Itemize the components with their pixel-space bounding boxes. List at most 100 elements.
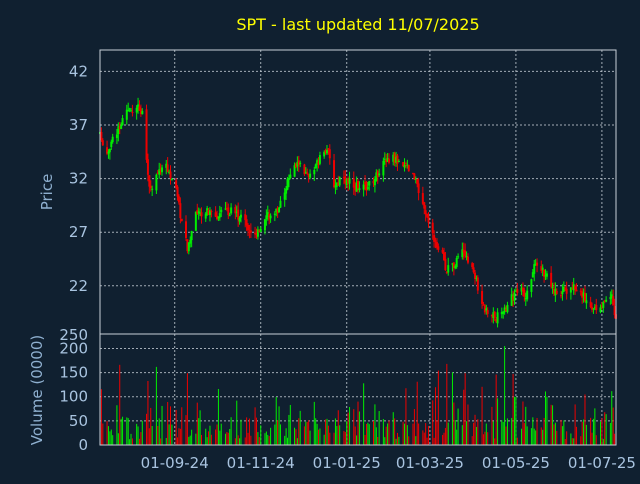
- candle-body: [347, 178, 350, 184]
- candle-body: [388, 158, 391, 163]
- candle-body: [248, 231, 251, 233]
- candle-body: [396, 155, 399, 164]
- candle-body: [108, 148, 111, 153]
- candle-body: [306, 172, 309, 174]
- candle-body: [402, 162, 405, 167]
- candle-body: [512, 296, 515, 301]
- candle-body: [175, 180, 178, 188]
- candle-body: [554, 288, 557, 296]
- candle-body: [502, 311, 505, 314]
- candle-body: [551, 286, 554, 288]
- candle-body: [303, 164, 306, 175]
- volume-axis-label: Volume (0000): [28, 335, 46, 445]
- candle-body: [294, 163, 297, 168]
- candle-body: [475, 277, 478, 280]
- candle-body: [416, 179, 419, 185]
- candle-body: [117, 126, 120, 135]
- candle-body: [496, 312, 499, 324]
- candle-body: [510, 294, 513, 306]
- candle-body: [135, 107, 138, 113]
- candle-body: [234, 207, 237, 214]
- candle-body: [158, 169, 161, 175]
- candle-body: [521, 287, 524, 292]
- candle-body: [335, 182, 338, 187]
- candle-body: [421, 193, 424, 204]
- candle-body: [585, 300, 588, 304]
- candle-body: [443, 252, 445, 261]
- candle-body: [216, 215, 219, 220]
- candle-body: [417, 183, 420, 194]
- candle-body: [490, 315, 493, 317]
- candle-body: [503, 307, 506, 313]
- candle-body: [365, 181, 368, 191]
- price-tick-label: 27: [69, 223, 88, 241]
- candle-body: [218, 213, 221, 218]
- candle-body: [187, 242, 190, 252]
- candle-body: [397, 161, 400, 163]
- price-tick-label: 37: [69, 116, 88, 134]
- candle-body: [263, 219, 266, 231]
- candle-body: [483, 305, 486, 313]
- candle-body: [146, 159, 149, 175]
- candle-body: [603, 300, 606, 302]
- candle-body: [286, 178, 289, 190]
- candle-body: [481, 291, 484, 304]
- candle-body: [265, 215, 268, 219]
- candle-body: [120, 125, 123, 129]
- candle-body: [455, 258, 458, 267]
- candle-body: [591, 306, 594, 310]
- candle-body: [255, 233, 258, 235]
- candle-body: [279, 200, 282, 208]
- candle-body: [524, 298, 527, 300]
- candle-body: [225, 207, 228, 209]
- candle-body: [362, 184, 365, 190]
- candle-body: [121, 118, 124, 126]
- candle-body: [354, 185, 357, 191]
- volume-tick-label: 150: [59, 364, 88, 382]
- candle-body: [572, 284, 575, 291]
- candle-body: [485, 308, 488, 311]
- candle-body: [189, 239, 192, 244]
- candle-body: [495, 319, 498, 322]
- candle-body: [516, 289, 519, 293]
- candle-body: [414, 178, 417, 180]
- candle-body: [317, 161, 320, 165]
- candle-body: [230, 207, 233, 214]
- candle-body: [562, 286, 565, 292]
- candle-body: [375, 172, 378, 181]
- candle-body: [327, 148, 330, 150]
- candle-body: [155, 174, 158, 191]
- candle-body: [404, 163, 407, 165]
- x-tick-label: 01-05-25: [482, 454, 550, 472]
- candle-body: [376, 171, 379, 178]
- candle-body: [593, 306, 596, 308]
- candle-body: [492, 312, 495, 318]
- candle-body: [204, 213, 207, 219]
- candle-body: [609, 297, 612, 299]
- x-tick-label: 01-09-24: [141, 454, 209, 472]
- candle-body: [500, 311, 503, 315]
- candle-body: [318, 155, 321, 164]
- candle-body: [208, 210, 211, 216]
- candle-body: [579, 290, 582, 292]
- x-axis-ticks: 01-09-24 01-11-24 01-01-25 01-03-25 01-05-25…: [141, 454, 636, 472]
- candle-body: [372, 180, 375, 184]
- candle-body: [373, 178, 376, 186]
- candle-body: [581, 291, 584, 298]
- x-tick-label: 01-11-24: [227, 454, 295, 472]
- candle-body: [296, 161, 299, 167]
- x-tick-label: 01-01-25: [313, 454, 381, 472]
- candle-body: [474, 272, 477, 279]
- candle-body: [451, 263, 454, 265]
- candle-body: [476, 277, 479, 291]
- candle-body: [403, 164, 406, 168]
- candle-body: [239, 214, 242, 218]
- candle-body: [355, 182, 358, 192]
- candle-body: [101, 140, 104, 146]
- price-tick-label: 32: [69, 170, 88, 188]
- candle-body: [435, 242, 438, 248]
- candle-body: [118, 126, 121, 130]
- candle-body: [461, 249, 464, 258]
- candle-body: [352, 178, 355, 188]
